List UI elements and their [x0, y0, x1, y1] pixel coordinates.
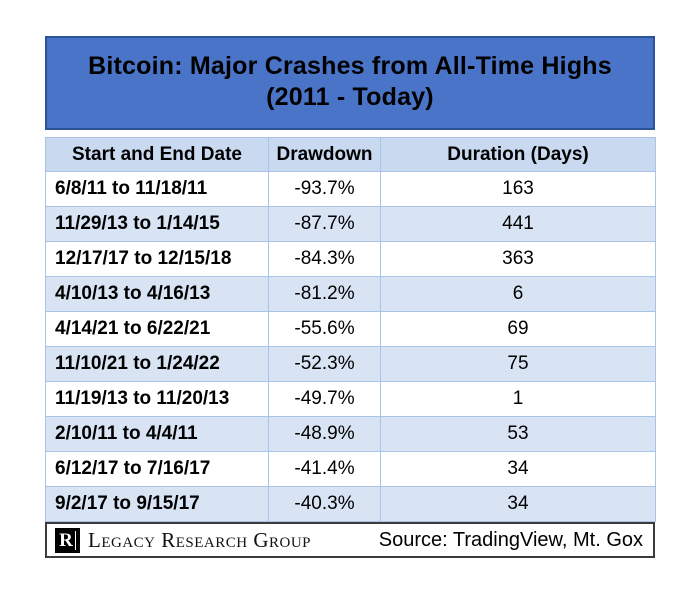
column-header-drawdown: Drawdown [268, 137, 381, 172]
table-header-row: Start and End Date Drawdown Duration (Da… [45, 137, 656, 172]
date-range-cell: 11/19/13 to 11/20/13 [45, 381, 269, 417]
infographic: Bitcoin: Major Crashes from All-Time Hig… [45, 36, 656, 558]
table-row: 9/2/17 to 9/15/17 -40.3% 34 [45, 486, 656, 522]
source-attribution: Source: TradingView, Mt. Gox [378, 528, 643, 551]
duration-cell: 34 [380, 451, 656, 487]
table-row: 11/29/13 to 1/14/15 -87.7% 441 [45, 206, 656, 242]
drawdown-cell: -84.3% [268, 241, 381, 277]
drawdown-cell: -55.6% [268, 311, 381, 347]
table-row: 6/12/17 to 7/16/17 -41.4% 34 [45, 451, 656, 487]
duration-cell: 363 [380, 241, 656, 277]
drawdown-cell: -49.7% [268, 381, 381, 417]
drawdown-cell: -81.2% [268, 276, 381, 312]
duration-cell: 441 [380, 206, 656, 242]
drawdown-cell: -48.9% [268, 416, 381, 452]
column-header-duration: Duration (Days) [380, 137, 656, 172]
logo-letter: R [59, 529, 73, 551]
date-range-cell: 11/10/21 to 1/24/22 [45, 346, 269, 382]
brand-name: Legacy Research Group [88, 527, 312, 552]
table-row: 11/10/21 to 1/24/22 -52.3% 75 [45, 346, 656, 382]
table-row: 4/14/21 to 6/22/21 -55.6% 69 [45, 311, 656, 347]
table-row: 2/10/11 to 4/4/11 -48.9% 53 [45, 416, 656, 452]
legacy-research-logo-icon: R [55, 527, 80, 553]
duration-cell: 53 [380, 416, 656, 452]
drawdown-cell: -41.4% [268, 451, 381, 487]
date-range-cell: 4/10/13 to 4/16/13 [45, 276, 269, 312]
date-range-cell: 6/8/11 to 11/18/11 [45, 171, 269, 207]
drawdown-cell: -87.7% [268, 206, 381, 242]
drawdown-cell: -40.3% [268, 486, 381, 522]
page-title-line1: Bitcoin: Major Crashes from All-Time Hig… [88, 52, 612, 80]
footer-bar: R Legacy Research Group Source: TradingV… [45, 522, 655, 558]
duration-cell: 6 [380, 276, 656, 312]
duration-cell: 69 [380, 311, 656, 347]
date-range-cell: 4/14/21 to 6/22/21 [45, 311, 269, 347]
table-row: 4/10/13 to 4/16/13 -81.2% 6 [45, 276, 656, 312]
table-row: 6/8/11 to 11/18/11 -93.7% 163 [45, 171, 656, 207]
drawdown-cell: -93.7% [268, 171, 381, 207]
date-range-cell: 9/2/17 to 9/15/17 [45, 486, 269, 522]
date-range-cell: 6/12/17 to 7/16/17 [45, 451, 269, 487]
duration-cell: 1 [380, 381, 656, 417]
date-range-cell: 11/29/13 to 1/14/15 [45, 206, 269, 242]
table-row: 11/19/13 to 11/20/13 -49.7% 1 [45, 381, 656, 417]
date-range-cell: 12/17/17 to 12/15/18 [45, 241, 269, 277]
drawdown-cell: -52.3% [268, 346, 381, 382]
page-title-line2: (2011 - Today) [266, 83, 434, 111]
crash-table: Start and End Date Drawdown Duration (Da… [45, 137, 656, 522]
duration-cell: 163 [380, 171, 656, 207]
column-header-date: Start and End Date [45, 137, 269, 172]
duration-cell: 34 [380, 486, 656, 522]
date-range-cell: 2/10/11 to 4/4/11 [45, 416, 269, 452]
title-banner: Bitcoin: Major Crashes from All-Time Hig… [45, 36, 655, 130]
table-row: 12/17/17 to 12/15/18 -84.3% 363 [45, 241, 656, 277]
duration-cell: 75 [380, 346, 656, 382]
